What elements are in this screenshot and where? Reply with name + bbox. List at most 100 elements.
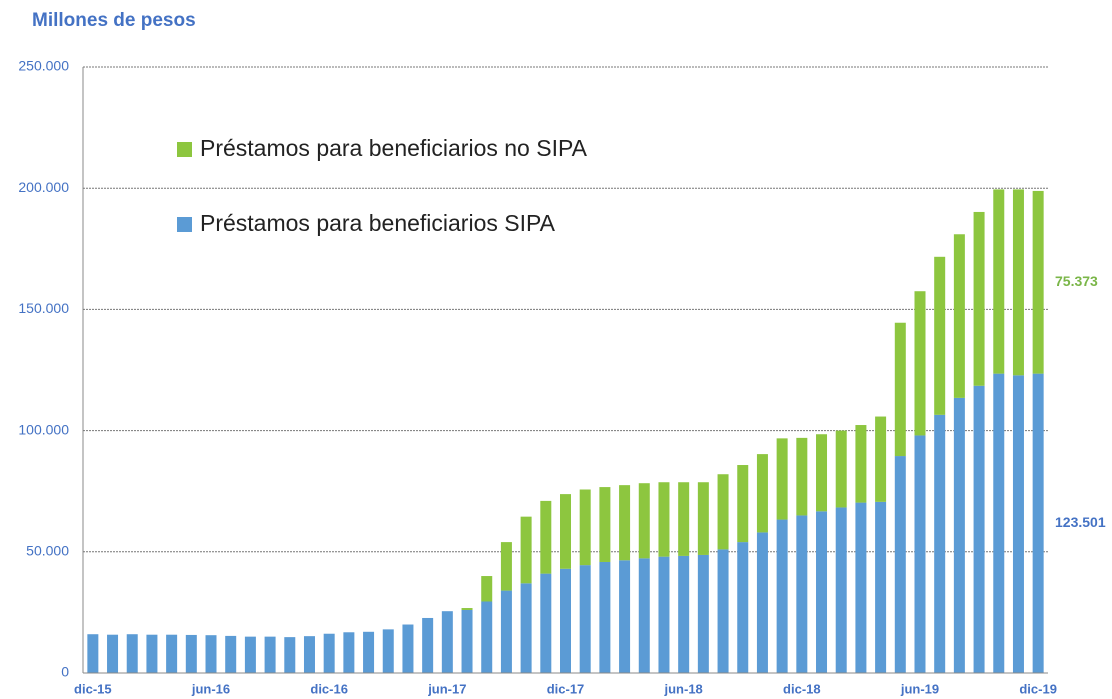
bar-segment — [894, 456, 906, 673]
bar-segment — [244, 636, 256, 673]
bar-segment — [953, 234, 965, 398]
bar-segment — [441, 611, 453, 673]
bar-segment — [678, 555, 690, 673]
bar-segment — [579, 489, 591, 566]
bar-segment — [835, 430, 847, 508]
bar-segment — [481, 601, 493, 673]
bar-segment — [875, 416, 887, 502]
x-tick-label: dic-15 — [74, 681, 112, 696]
value-label: 123.501 — [1055, 514, 1106, 530]
bar-segment — [579, 565, 591, 673]
bar-segment — [382, 629, 394, 673]
bar-segment — [225, 635, 237, 673]
bar-segment — [1012, 189, 1024, 376]
bar-segment — [796, 515, 808, 673]
bar-segment — [717, 474, 729, 550]
x-tick-label: dic-16 — [310, 681, 348, 696]
bar-segment — [638, 558, 650, 673]
bar-segment — [284, 637, 296, 673]
bar-segment — [816, 511, 828, 673]
chart-title: Millones de pesos — [32, 10, 196, 31]
bar-segment — [343, 632, 355, 673]
bar-segment — [619, 560, 631, 673]
bar-segment — [540, 573, 552, 673]
bar-segment — [560, 568, 571, 673]
bar-segment — [1032, 373, 1044, 673]
bar-segment — [756, 532, 768, 673]
bar-segment — [953, 397, 965, 673]
bar-segment — [1012, 375, 1024, 673]
bar-segment — [678, 482, 690, 556]
x-tick-label: jun-19 — [900, 681, 939, 696]
bar-segment — [934, 414, 946, 673]
bar-segment — [776, 519, 788, 673]
bar-segment — [875, 501, 887, 673]
legend-swatch — [177, 142, 192, 157]
bar-segment — [500, 542, 512, 591]
bar-segment — [914, 435, 926, 673]
y-tick-label: 50.000 — [26, 543, 69, 559]
bar-segment — [422, 617, 434, 673]
x-tick-label: dic-19 — [1019, 681, 1057, 696]
bar-segment — [402, 624, 414, 673]
bar-segment — [520, 583, 532, 673]
bar-segment — [166, 634, 178, 673]
bar-segment — [264, 636, 276, 673]
bar-segment — [934, 256, 946, 415]
legend-label: Préstamos para beneficiarios no SIPA — [200, 135, 588, 161]
bar-segment — [146, 634, 158, 673]
y-tick-label: 200.000 — [18, 179, 69, 195]
bar-segment — [560, 494, 571, 569]
bar-segment — [973, 385, 985, 673]
bar-segment — [107, 634, 119, 673]
bar-segment — [697, 482, 709, 555]
bar-segment — [737, 542, 749, 673]
bar-segment — [205, 635, 217, 673]
x-tick-label: jun-16 — [191, 681, 230, 696]
legend-label: Préstamos para beneficiarios SIPA — [200, 210, 556, 236]
bar-segment — [185, 634, 197, 673]
bar-segment — [540, 500, 552, 574]
bar-segment — [894, 322, 906, 457]
bar-segment — [520, 516, 532, 584]
bar-segment — [461, 608, 473, 610]
bar-segment — [363, 631, 375, 673]
bar-segment — [835, 507, 847, 673]
bar-segment — [993, 373, 1005, 673]
y-tick-label: 250.000 — [18, 58, 69, 74]
bar-segment — [1032, 190, 1044, 374]
y-tick-label: 100.000 — [18, 421, 69, 437]
bar-segment — [87, 634, 99, 673]
bar-segment — [461, 609, 473, 673]
bar-segment — [855, 425, 867, 503]
bar-segment — [816, 434, 828, 512]
x-tick-label: dic-17 — [547, 681, 585, 696]
y-tick-label: 0 — [61, 664, 69, 680]
bar-segment — [737, 465, 749, 543]
bar-segment — [993, 189, 1005, 374]
bar-segment — [126, 634, 138, 673]
bar-segment — [599, 561, 611, 673]
bar-segment — [776, 438, 788, 520]
bar-segment — [796, 437, 808, 516]
value-label: 75.373 — [1055, 273, 1098, 289]
legend-swatch — [177, 217, 192, 232]
bar-segment — [717, 549, 729, 673]
bar-segment — [481, 576, 493, 602]
x-tick-label: dic-18 — [783, 681, 821, 696]
bar-segment — [756, 454, 768, 533]
bar-segment — [658, 482, 670, 557]
bar-segment — [855, 502, 867, 673]
bar-segment — [697, 554, 709, 673]
bar-segment — [303, 636, 315, 673]
bar-segment — [500, 590, 512, 673]
bar-segment — [599, 487, 611, 562]
bar-segment — [323, 633, 335, 673]
bar-segment — [638, 483, 650, 559]
x-tick-label: jun-17 — [427, 681, 466, 696]
x-tick-label: jun-18 — [664, 681, 703, 696]
bar-segment — [658, 556, 670, 673]
y-tick-label: 150.000 — [18, 300, 69, 316]
bar-segment — [914, 291, 926, 436]
